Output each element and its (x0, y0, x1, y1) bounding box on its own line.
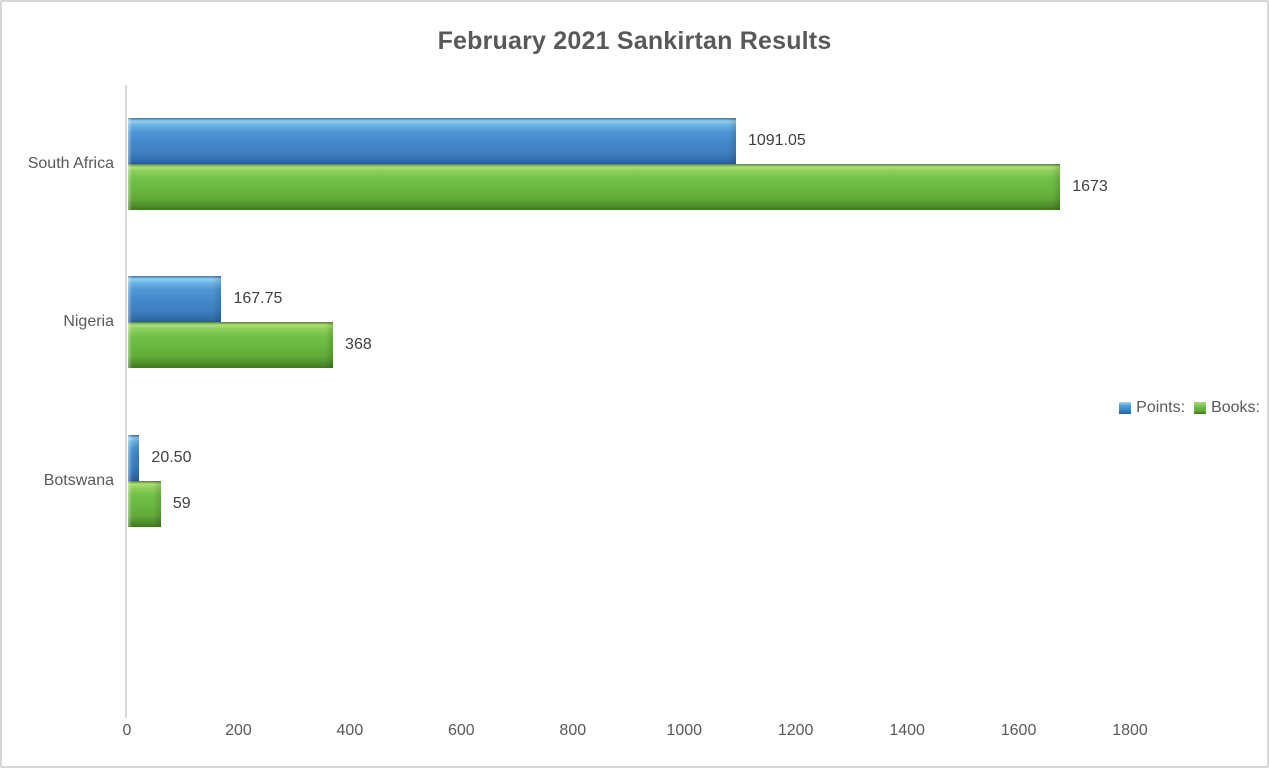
bar-points (128, 434, 140, 481)
legend: Points: Books: (1119, 399, 1260, 417)
chart-title: February 2021 Sankirtan Results (437, 27, 832, 55)
legend-label-books: Books: (1211, 399, 1260, 416)
legend-item-points: Points: (1119, 399, 1185, 417)
books-series-marker-icon (1194, 402, 1207, 414)
bar-books (128, 480, 161, 527)
x-axis-tick-label: 200 (225, 722, 252, 739)
data-label: 59 (172, 494, 191, 512)
bar-books (128, 164, 1061, 211)
x-axis-tick-label: 600 (447, 722, 475, 739)
x-axis-tick-label: 1000 (666, 722, 703, 739)
x-axis-tick-label: 1400 (889, 722, 925, 739)
x-axis-tick-label: 0 (122, 722, 132, 739)
legend-label-points: Points: (1136, 399, 1186, 416)
x-axis-tick-label: 800 (559, 722, 587, 739)
x-axis-tick-label: 1800 (1112, 722, 1148, 739)
bar-points (128, 276, 222, 323)
bar-books (128, 322, 334, 369)
category-label: Botswana (43, 471, 114, 489)
points-series-marker-icon (1119, 402, 1132, 414)
data-label: 368 (345, 336, 372, 354)
category-label: South Africa (27, 155, 114, 173)
category-label: Nigeria (63, 313, 114, 331)
legend-item-books: Books: (1194, 399, 1260, 417)
x-axis-tick-label: 1600 (1000, 722, 1037, 739)
data-label: 1673 (1072, 178, 1108, 196)
x-axis-tick-label: 1200 (777, 722, 814, 739)
category-axis-line (125, 85, 127, 718)
x-axis-tick-label: 400 (336, 722, 364, 739)
bar-points (128, 118, 736, 165)
data-label: 1091.05 (747, 132, 806, 150)
data-label: 20.50 (151, 448, 192, 466)
data-label: 167.75 (233, 290, 283, 308)
